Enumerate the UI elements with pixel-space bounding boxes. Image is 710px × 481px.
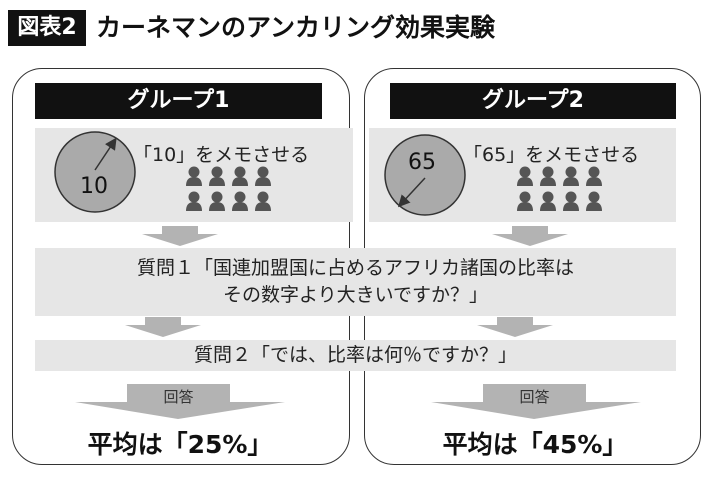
person-icon [517, 166, 533, 186]
person-icon [255, 166, 271, 186]
question1-line1: 質問１「国連加盟国に占めるアフリカ諸国の比率は [136, 257, 574, 279]
people-group-1-icon [186, 166, 271, 211]
wheel-number-2: 65 [408, 150, 436, 175]
arrow-down-icon [492, 226, 568, 246]
figure-title: カーネマンのアンカリング効果実験 [96, 13, 496, 42]
person-icon [586, 191, 602, 211]
arrow-down-icon [477, 317, 553, 337]
roulette-wheel-2-icon [384, 134, 466, 216]
person-icon [232, 191, 248, 211]
arrow-down-icon [125, 317, 201, 337]
roulette-wheel-1-icon [54, 131, 136, 213]
people-group-2-icon [517, 166, 602, 211]
group2-memo: 「65」をメモさせる [463, 144, 640, 166]
person-icon [186, 191, 202, 211]
group1-memo: 「10」をメモさせる [133, 144, 310, 166]
question1-line2: その数字より大きいですか？」 [222, 284, 489, 306]
person-icon [517, 191, 533, 211]
person-icon [186, 166, 202, 186]
group1-result: 平均は「25%」 [87, 430, 273, 459]
answer-arrow-1-icon [75, 384, 285, 419]
person-icon [232, 166, 248, 186]
person-icon [209, 166, 225, 186]
wheel-number-1: 10 [80, 174, 108, 199]
person-icon [563, 191, 579, 211]
person-icon [255, 191, 271, 211]
person-icon [586, 166, 602, 186]
group1-header: グループ1 [35, 83, 322, 119]
answer-label-1: 回答 [163, 388, 194, 406]
person-icon [563, 166, 579, 186]
person-icon [540, 191, 556, 211]
arrow-down-icon [142, 226, 218, 246]
group2-result: 平均は「45%」 [442, 430, 628, 459]
group2-header: グループ2 [390, 83, 676, 119]
answer-label-2: 回答 [519, 388, 550, 406]
person-icon [540, 166, 556, 186]
person-icon [209, 191, 225, 211]
answer-arrow-2-icon [431, 384, 641, 419]
question2-band: 質問２「では、比率は何％ですか？」 [35, 340, 676, 371]
question1-band: 質問１「国連加盟国に占めるアフリカ諸国の比率は その数字より大きいですか？」 [35, 248, 676, 316]
figure-tag: 図表2 [8, 10, 86, 46]
